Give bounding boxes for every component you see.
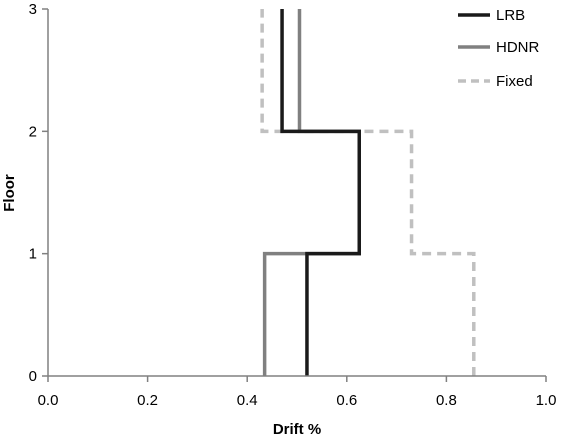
series-line-lrb <box>280 9 361 376</box>
x-tick-label: 0.0 <box>38 392 59 409</box>
y-tick-label: 3 <box>29 1 37 18</box>
x-tick-label: 0.2 <box>137 392 158 409</box>
x-ticks: 0.0 0.2 0.4 0.6 0.8 1.0 <box>38 376 557 409</box>
legend-label-lrb: LRB <box>496 7 525 24</box>
series-line-fixed <box>260 9 476 376</box>
x-tick-label: 1.0 <box>536 392 557 409</box>
legend-label-hdnr: HDNR <box>496 39 539 56</box>
legend-label-fixed: Fixed <box>496 73 533 90</box>
x-tick-label: 0.4 <box>237 392 258 409</box>
x-tick-label: 0.8 <box>436 392 457 409</box>
series-line-hdnr <box>262 9 361 376</box>
y-tick-label: 0 <box>29 368 37 385</box>
x-axis-title: Drift % <box>273 421 321 438</box>
y-tick-label: 2 <box>29 123 37 140</box>
y-ticks: 0 1 2 3 <box>29 1 48 385</box>
x-tick-label: 0.6 <box>336 392 357 409</box>
series-lines <box>260 9 476 376</box>
y-tick-label: 1 <box>29 246 37 263</box>
y-axis-title: Floor <box>1 174 18 212</box>
axes <box>47 9 546 377</box>
legend: LRB HDNR Fixed <box>458 7 539 90</box>
